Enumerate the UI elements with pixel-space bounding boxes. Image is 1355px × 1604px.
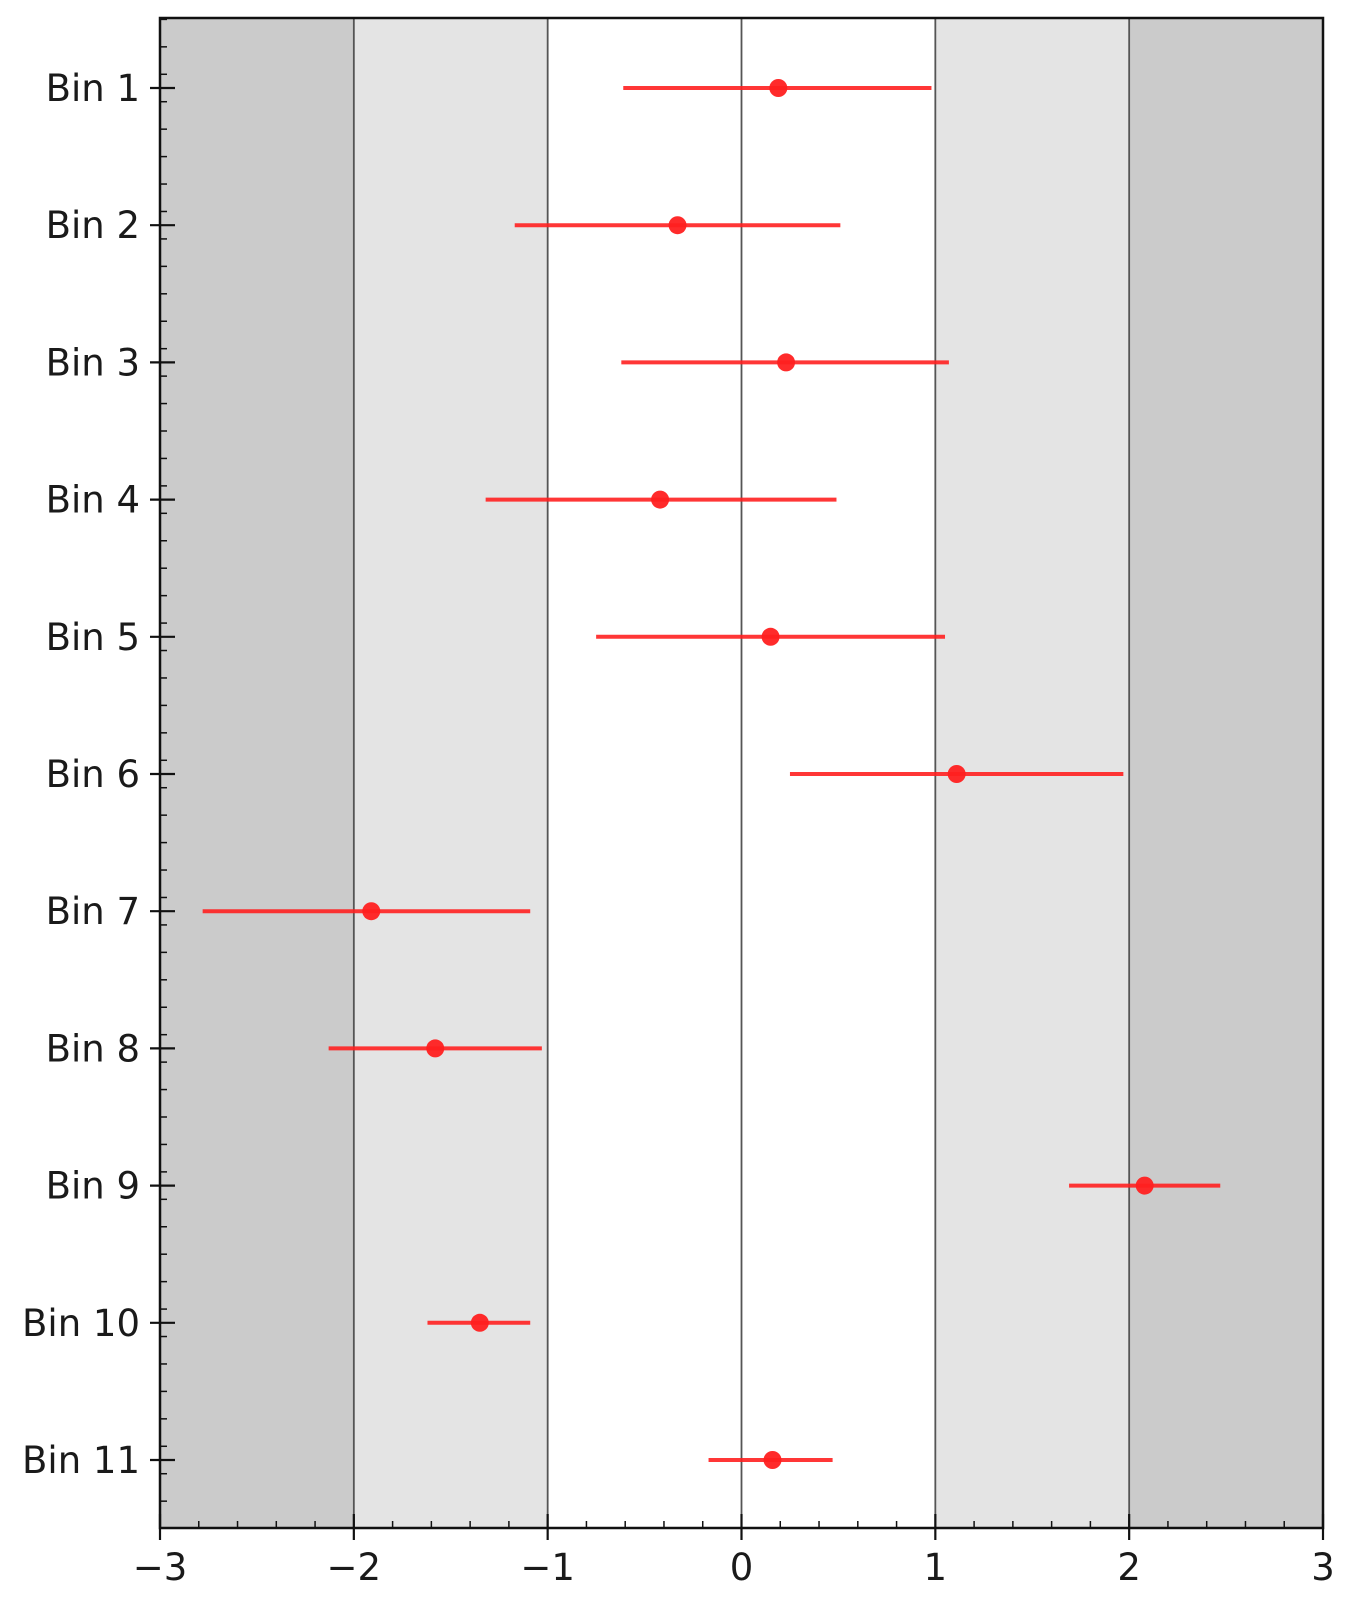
x-tick-label-3: 0: [730, 1546, 754, 1589]
x-tick-label-1: −2: [327, 1546, 382, 1589]
y-tick-label-1: Bin 1: [46, 67, 140, 110]
data-point-7: [362, 902, 381, 921]
data-point-10: [470, 1313, 489, 1332]
x-tick-label-2: −1: [520, 1546, 575, 1589]
data-point-9: [1135, 1176, 1154, 1195]
y-tick-label-10: Bin 10: [22, 1302, 140, 1345]
y-tick-label-5: Bin 5: [46, 616, 140, 659]
data-point-4: [651, 490, 670, 509]
y-tick-label-6: Bin 6: [46, 753, 140, 796]
y-tick-label-2: Bin 2: [46, 204, 140, 247]
y-tick-label-7: Bin 7: [46, 890, 140, 933]
y-tick-labels: Bin 1 Bin 2 Bin 3 Bin 4 Bin 5 Bin 6 Bin 7 Bin 8…: [22, 67, 140, 1482]
x-tick-label-5: 2: [1117, 1546, 1141, 1589]
data-point-6: [947, 765, 966, 783]
band-4: [1129, 18, 1323, 1528]
data-point-2: [668, 216, 687, 235]
y-tick-label-11: Bin 11: [22, 1439, 140, 1482]
y-tick-label-4: Bin 4: [46, 479, 140, 522]
band-0: [160, 18, 354, 1528]
data-point-3: [777, 353, 796, 372]
x-tick-label-6: 3: [1311, 1546, 1335, 1589]
data-point-8: [426, 1039, 445, 1058]
y-tick-label-9: Bin 9: [46, 1165, 140, 1208]
data-point-1: [769, 79, 788, 97]
x-tick-label-0: −3: [133, 1546, 188, 1589]
plot-frame: [158, 16, 1325, 1530]
band-1: [353, 18, 548, 1528]
y-tick-label-3: Bin 3: [46, 341, 140, 384]
vertical-gridlines: [352, 18, 1131, 1528]
y-tick-label-8: Bin 8: [46, 1027, 140, 1070]
data-point-5: [761, 627, 780, 646]
x-tick-label-4: 1: [924, 1546, 948, 1589]
data-points: [362, 79, 1154, 1469]
x-tick-labels: −3 −2 −1 0 1 2 3: [133, 1546, 1335, 1589]
data-point-11: [763, 1451, 782, 1469]
